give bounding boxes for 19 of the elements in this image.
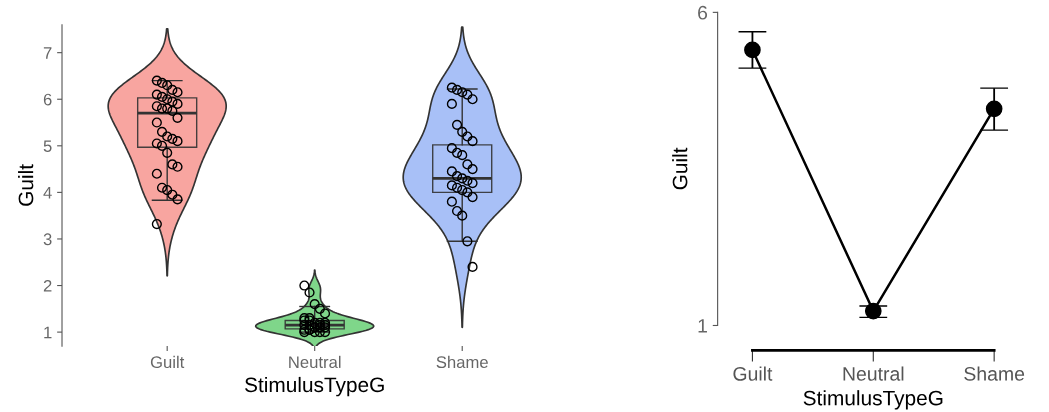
x-tick-label: Neutral	[843, 366, 904, 381]
x-tick-label: Guilt	[733, 366, 773, 381]
y-tick-label: 3	[43, 233, 52, 246]
y-tick-label: 6	[43, 93, 52, 106]
y-tick-label: 4	[43, 186, 52, 199]
x-tick-label: Shame	[436, 355, 488, 369]
y-tick-label: 5	[43, 140, 52, 153]
y-tick-label: 1	[698, 319, 707, 333]
x-tick-label: Neutral	[289, 355, 341, 369]
x-axis-title: StimulusTypeG	[245, 376, 384, 397]
y-tick-label: 7	[43, 47, 52, 59]
y-tick-label: 6	[698, 5, 708, 20]
y-tick-label: 2	[43, 279, 52, 292]
y-tick-label: 1	[44, 326, 52, 339]
x-tick-label: Shame	[964, 366, 1025, 381]
y-axis-title: Guilt	[18, 164, 34, 206]
y-axis-title: Guilt	[672, 147, 688, 190]
x-tick-label: Guilt	[150, 355, 185, 369]
x-axis-title: StimulusTypeG	[803, 390, 943, 410]
